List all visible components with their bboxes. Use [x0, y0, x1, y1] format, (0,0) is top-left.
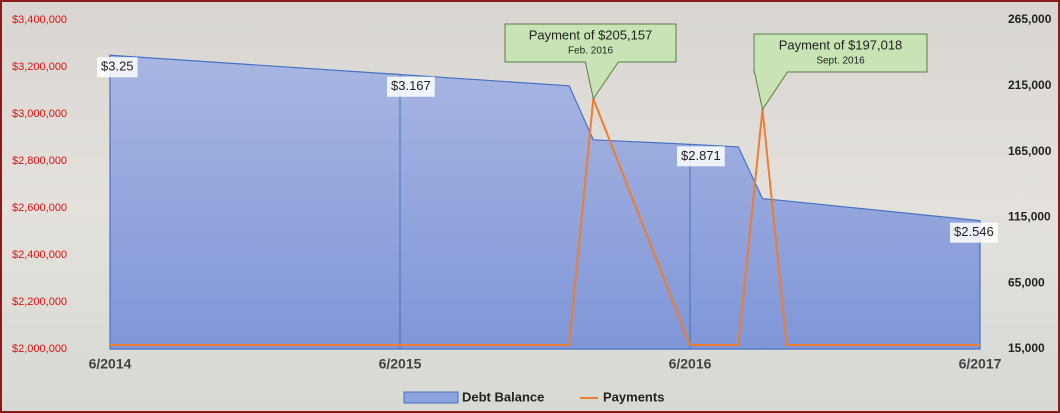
annotation-text: Payment of $205,157: [529, 27, 653, 42]
page: {"chart_data": {"type": "area-line", "x"…: [0, 0, 1060, 413]
y-tick-label: $3,400,000: [12, 14, 67, 26]
y-tick-label: $2,000,000: [12, 343, 67, 355]
data-label-text: $3.25: [101, 59, 134, 74]
data-label-text: $3.167: [391, 78, 431, 93]
data-label: $3.167: [387, 77, 435, 97]
y-tick-label: $3,000,000: [12, 108, 67, 120]
annotation-subtext: Sept. 2016: [816, 56, 865, 67]
x-tick-label: 6/2017: [959, 356, 1002, 372]
y-tick-label: $2,200,000: [12, 296, 67, 308]
y-tick-label: $3,200,000: [12, 61, 67, 73]
annotation-subtext: Feb. 2016: [568, 46, 613, 57]
legend-label: Debt Balance: [462, 389, 544, 404]
data-label: $3.25: [97, 57, 138, 77]
chart: $2,000,000 $2,200,000 $2,400,000 $2,600,000…: [0, 0, 1060, 413]
y-tick-label: $2,600,000: [12, 202, 67, 214]
y2-tick-label: 265,000: [1008, 12, 1052, 26]
y2-tick-label: 65,000: [1008, 275, 1045, 289]
annotation-text: Payment of $197,018: [779, 37, 903, 52]
x-tick-label: 6/2015: [379, 356, 422, 372]
y2-tick-label: 15,000: [1008, 341, 1045, 355]
data-label: $2.871: [677, 146, 725, 166]
y2-tick-label: 115,000: [1008, 210, 1051, 224]
data-label-text: $2.871: [681, 148, 721, 163]
y-tick-label: $2,800,000: [12, 155, 67, 167]
y2-tick-label: 165,000: [1008, 144, 1052, 158]
y-tick-label: $2,400,000: [12, 249, 67, 261]
legend-swatch: [404, 392, 458, 403]
y2-tick-label: 215,000: [1008, 78, 1052, 92]
x-tick-label: 6/2016: [669, 356, 712, 372]
data-label: $2.546: [950, 223, 998, 243]
x-tick-label: 6/2014: [89, 356, 132, 372]
data-label-text: $2.546: [954, 224, 994, 239]
legend-label: Payments: [603, 389, 664, 404]
